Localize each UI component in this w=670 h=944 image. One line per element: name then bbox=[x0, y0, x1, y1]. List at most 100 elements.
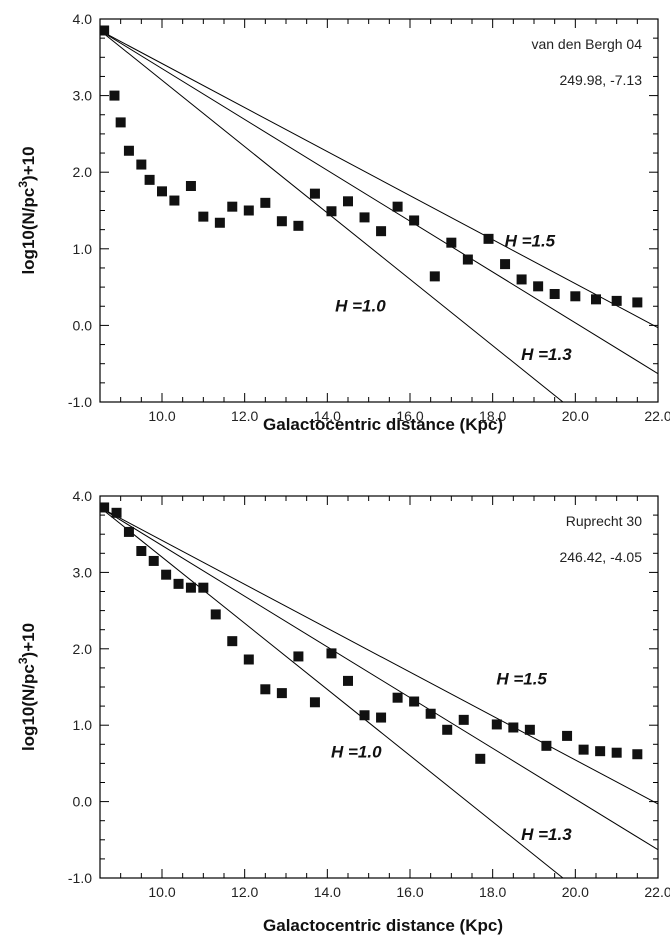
data-point bbox=[198, 211, 209, 222]
data-point bbox=[276, 688, 287, 699]
data-point bbox=[343, 196, 353, 207]
data-point bbox=[210, 609, 221, 620]
data-point bbox=[276, 216, 287, 227]
data-point bbox=[409, 696, 420, 707]
data-point bbox=[533, 281, 544, 292]
data-point bbox=[115, 117, 126, 128]
data-point bbox=[516, 274, 527, 285]
y-tick-label: 1.0 bbox=[73, 717, 93, 733]
data-point bbox=[392, 201, 403, 212]
data-point bbox=[409, 215, 420, 226]
data-point bbox=[309, 697, 320, 708]
data-point bbox=[359, 212, 370, 223]
data-point bbox=[508, 722, 519, 733]
data-point bbox=[161, 569, 172, 580]
model-line-label: H =1.3 bbox=[521, 345, 572, 364]
data-point bbox=[359, 710, 370, 721]
y-tick-label: -1.0 bbox=[68, 870, 92, 886]
x-axis-title: Galactocentric distance (Kpc) bbox=[263, 415, 503, 434]
cluster-coordinates: 249.98, -7.13 bbox=[559, 72, 642, 88]
data-point bbox=[123, 145, 134, 156]
data-point bbox=[136, 159, 147, 170]
x-tick-label: 14.0 bbox=[314, 884, 341, 900]
y-tick-label: 0.0 bbox=[73, 794, 93, 810]
x-tick-label: 14.0 bbox=[314, 408, 341, 424]
model-line-label: H =1.3 bbox=[521, 825, 572, 844]
data-point bbox=[169, 195, 180, 206]
chart-panel-top: 10.0 12.0 14.0 16.0 18.0 20.0 22.0 -1.0 0.0 1.0 2.… bbox=[16, 11, 670, 434]
x-tick-label: 12.0 bbox=[231, 884, 258, 900]
data-point bbox=[100, 25, 110, 36]
data-point bbox=[475, 753, 486, 764]
model-line-label: H =1.0 bbox=[331, 742, 382, 761]
x-tick-label: 20.0 bbox=[562, 408, 589, 424]
y-axis-title-main: log10(N/pc bbox=[19, 188, 38, 275]
x-tick-label: 20.0 bbox=[562, 884, 589, 900]
data-point bbox=[632, 297, 643, 308]
model-line-13 bbox=[100, 30, 658, 375]
data-point bbox=[157, 186, 167, 197]
data-point bbox=[425, 708, 436, 719]
x-tick-label: 18.0 bbox=[479, 884, 506, 900]
x-tick-label: 16.0 bbox=[396, 884, 423, 900]
data-point bbox=[185, 582, 196, 593]
y-axis-title-superscript: 3 bbox=[16, 181, 30, 188]
data-point bbox=[611, 295, 622, 306]
x-tick-label: 22.0 bbox=[644, 884, 670, 900]
y-tick-label: 2.0 bbox=[73, 641, 93, 657]
data-point bbox=[109, 90, 120, 101]
model-line-label: H =1.5 bbox=[505, 232, 556, 251]
y-tick-label: 2.0 bbox=[73, 164, 93, 180]
data-point bbox=[243, 654, 254, 665]
data-point bbox=[446, 237, 457, 248]
y-tick-label: 4.0 bbox=[73, 488, 93, 504]
data-point bbox=[458, 714, 469, 725]
data-point bbox=[376, 226, 387, 237]
y-tick-label: 1.0 bbox=[73, 241, 93, 257]
x-tick-label: 22.0 bbox=[644, 408, 670, 424]
cluster-name: Ruprecht 30 bbox=[566, 513, 642, 529]
y-axis-title: log10(N/pc3)+10 bbox=[16, 623, 38, 751]
data-point bbox=[198, 582, 209, 593]
data-point bbox=[549, 288, 560, 299]
data-point bbox=[429, 271, 440, 282]
data-point bbox=[491, 719, 502, 730]
data-point bbox=[111, 507, 122, 518]
y-axis-title-suffix: )+10 bbox=[19, 146, 38, 181]
y-axis-title-main: log10(N/pc bbox=[19, 664, 38, 751]
data-point bbox=[570, 291, 581, 302]
data-point bbox=[541, 740, 552, 751]
data-point bbox=[524, 724, 535, 735]
data-point bbox=[343, 675, 353, 686]
data-point bbox=[392, 692, 403, 703]
model-line-15 bbox=[100, 507, 658, 805]
data-point bbox=[462, 254, 473, 265]
data-point bbox=[326, 648, 337, 659]
data-point bbox=[562, 730, 573, 741]
cluster-coordinates: 246.42, -4.05 bbox=[559, 549, 642, 565]
data-point bbox=[227, 201, 238, 212]
data-point bbox=[442, 724, 453, 735]
data-point bbox=[309, 188, 320, 199]
model-line-13 bbox=[100, 507, 658, 851]
model-line-15 bbox=[100, 30, 658, 329]
x-tick-label: 10.0 bbox=[148, 408, 175, 424]
cluster-name: van den Bergh 04 bbox=[531, 36, 642, 52]
y-tick-label: 3.0 bbox=[73, 564, 93, 580]
data-point bbox=[611, 747, 622, 758]
data-point bbox=[595, 746, 606, 757]
data-point bbox=[214, 217, 225, 228]
y-tick-label: 4.0 bbox=[73, 11, 93, 27]
data-point bbox=[293, 651, 304, 662]
data-point bbox=[173, 578, 184, 589]
data-point bbox=[243, 205, 254, 216]
data-point bbox=[185, 180, 196, 191]
model-line-label: H =1.0 bbox=[335, 297, 386, 316]
y-axis-title: log10(N/pc3)+10 bbox=[16, 146, 38, 274]
data-point bbox=[227, 636, 238, 647]
data-point bbox=[483, 233, 494, 244]
data-point bbox=[136, 546, 147, 557]
data-point bbox=[123, 526, 134, 537]
data-point bbox=[260, 684, 271, 695]
